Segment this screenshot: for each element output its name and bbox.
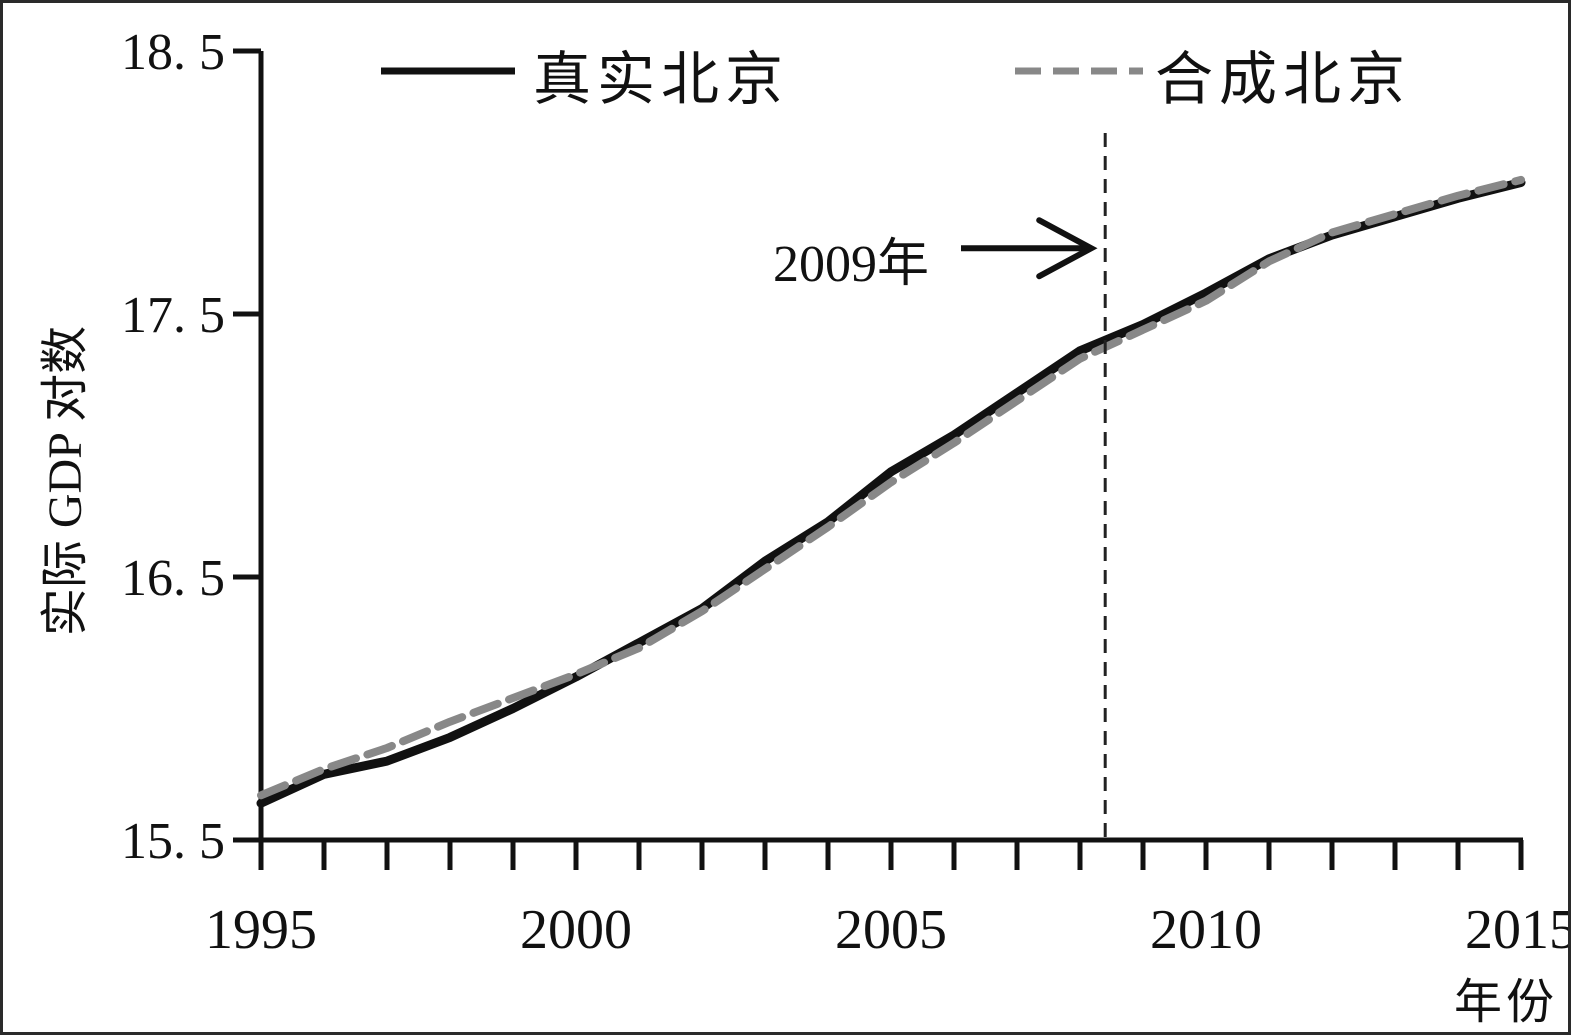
annotation-layer: 2009年: [773, 217, 1098, 293]
legend-label: 真实北京: [533, 47, 789, 112]
annotation-label: 2009年: [773, 236, 929, 293]
x-tick-label: 2005: [835, 899, 947, 961]
series-line-synthetic-beijing: [257, 175, 1525, 800]
legend: 真实北京 合成北京: [381, 47, 1411, 112]
y-tick-label: 15. 5: [121, 813, 225, 870]
x-tick-label: 2015: [1465, 899, 1568, 961]
gdp-line-chart: 1995 2000 2005 2010 2015 15. 5 16. 5 17. 5 18. …: [39, 24, 1568, 1029]
x-tick-label: 2010: [1150, 899, 1262, 961]
x-tick-label: 1995: [205, 899, 317, 961]
legend-label: 合成北京: [1155, 47, 1411, 112]
x-tick-label: 2000: [520, 899, 632, 961]
y-tick-label: 17. 5: [121, 287, 225, 344]
annotation-arrow-head: [1036, 217, 1098, 280]
y-tick-label: 18. 5: [121, 24, 225, 81]
x-axis-label: 年份: [1454, 976, 1558, 1029]
series-layer: [256, 175, 1526, 808]
y-tick-label: 16. 5: [121, 550, 225, 607]
y-axis-label: 实际 GDP 对数: [39, 326, 92, 636]
y-axis-ticks: 15. 5 16. 5 17. 5 18. 5: [121, 24, 261, 870]
x-axis-ticks: 1995 2000 2005 2010 2015: [205, 840, 1568, 961]
